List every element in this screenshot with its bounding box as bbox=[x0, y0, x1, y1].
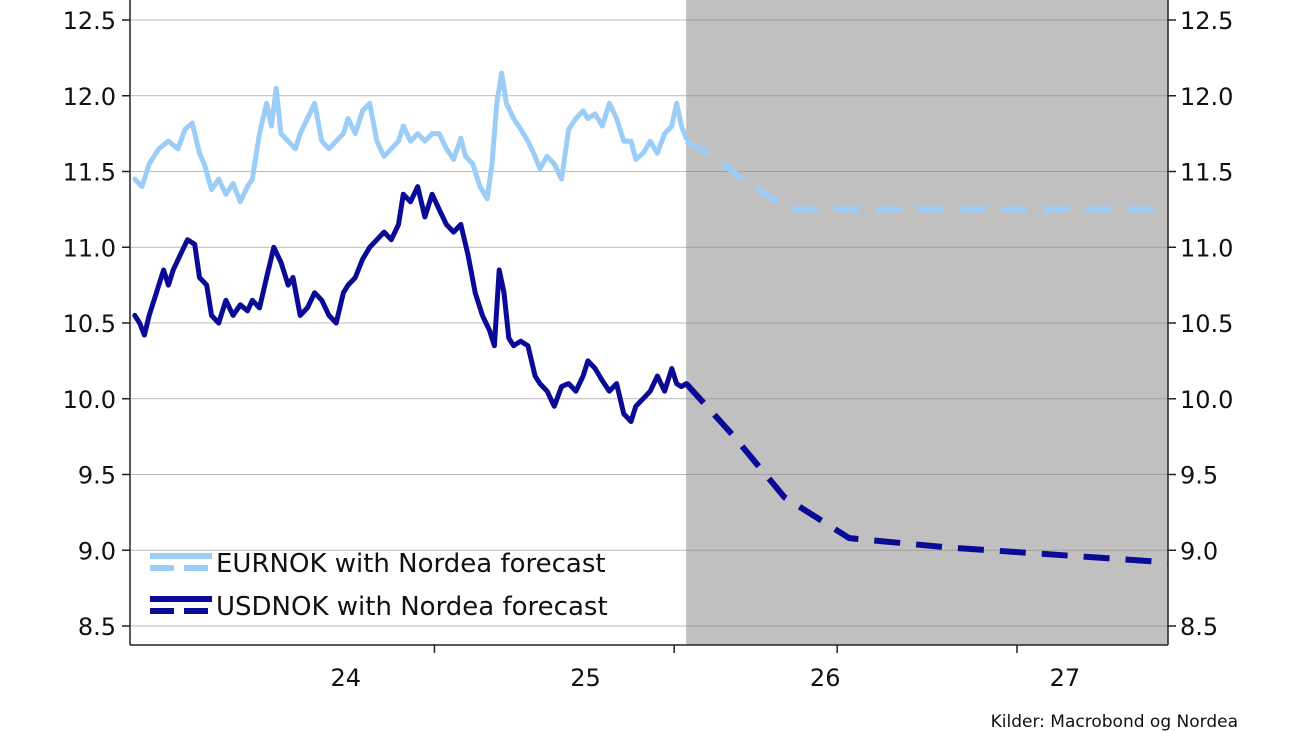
x-tick-label: 25 bbox=[570, 664, 601, 692]
y-tick-label-right: 10.5 bbox=[1180, 310, 1233, 338]
y-tick-label-left: 8.5 bbox=[78, 613, 116, 641]
eurnok-forecast-line bbox=[684, 138, 1168, 213]
y-tick-label-right: 9.5 bbox=[1180, 462, 1218, 490]
y-tick-label-right: 10.0 bbox=[1180, 386, 1233, 414]
y-tick-label-left: 9.0 bbox=[78, 537, 116, 565]
y-tick-label-right: 12.5 bbox=[1180, 7, 1233, 35]
axes: 12.5 12.5 12.0 12.0 11.5 11.5 11.0 11.0 10.5 10.5… bbox=[63, 0, 1233, 692]
x-tick-label: 27 bbox=[1050, 664, 1081, 692]
y-tick-label-left: 10.0 bbox=[63, 386, 116, 414]
y-tick-label-left: 10.5 bbox=[63, 310, 116, 338]
usdnok-legend-label: USDNOK with Nordea forecast bbox=[216, 592, 608, 622]
legend: EURNOK with Nordea forecast USDNOK with N… bbox=[150, 549, 608, 622]
x-tick-label: 24 bbox=[330, 664, 361, 692]
y-tick-label-left: 11.5 bbox=[63, 159, 116, 187]
usdnok-forecast-line bbox=[683, 381, 1169, 566]
source-note: Kilder: Macrobond og Nordea bbox=[991, 712, 1238, 731]
y-tick-label-right: 11.5 bbox=[1180, 159, 1233, 187]
y-tick-label-left: 11.0 bbox=[63, 234, 116, 262]
y-tick-label-right: 11.0 bbox=[1180, 234, 1233, 262]
eurnok-legend-label: EURNOK with Nordea forecast bbox=[216, 549, 606, 579]
series-layer bbox=[132, 70, 1169, 566]
usdnok-history-line bbox=[132, 184, 689, 424]
y-tick-label-left: 9.5 bbox=[78, 462, 116, 490]
y-tick-label-right: 9.0 bbox=[1180, 537, 1218, 565]
x-tick-label: 26 bbox=[810, 664, 841, 692]
eurnok-history-line bbox=[132, 70, 689, 205]
y-tick-label-left: 12.0 bbox=[63, 83, 116, 111]
y-tick-label-right: 8.5 bbox=[1180, 613, 1218, 641]
gridlines bbox=[130, 19, 1168, 627]
y-tick-label-left: 12.5 bbox=[63, 7, 116, 35]
y-tick-label-right: 12.0 bbox=[1180, 83, 1233, 111]
